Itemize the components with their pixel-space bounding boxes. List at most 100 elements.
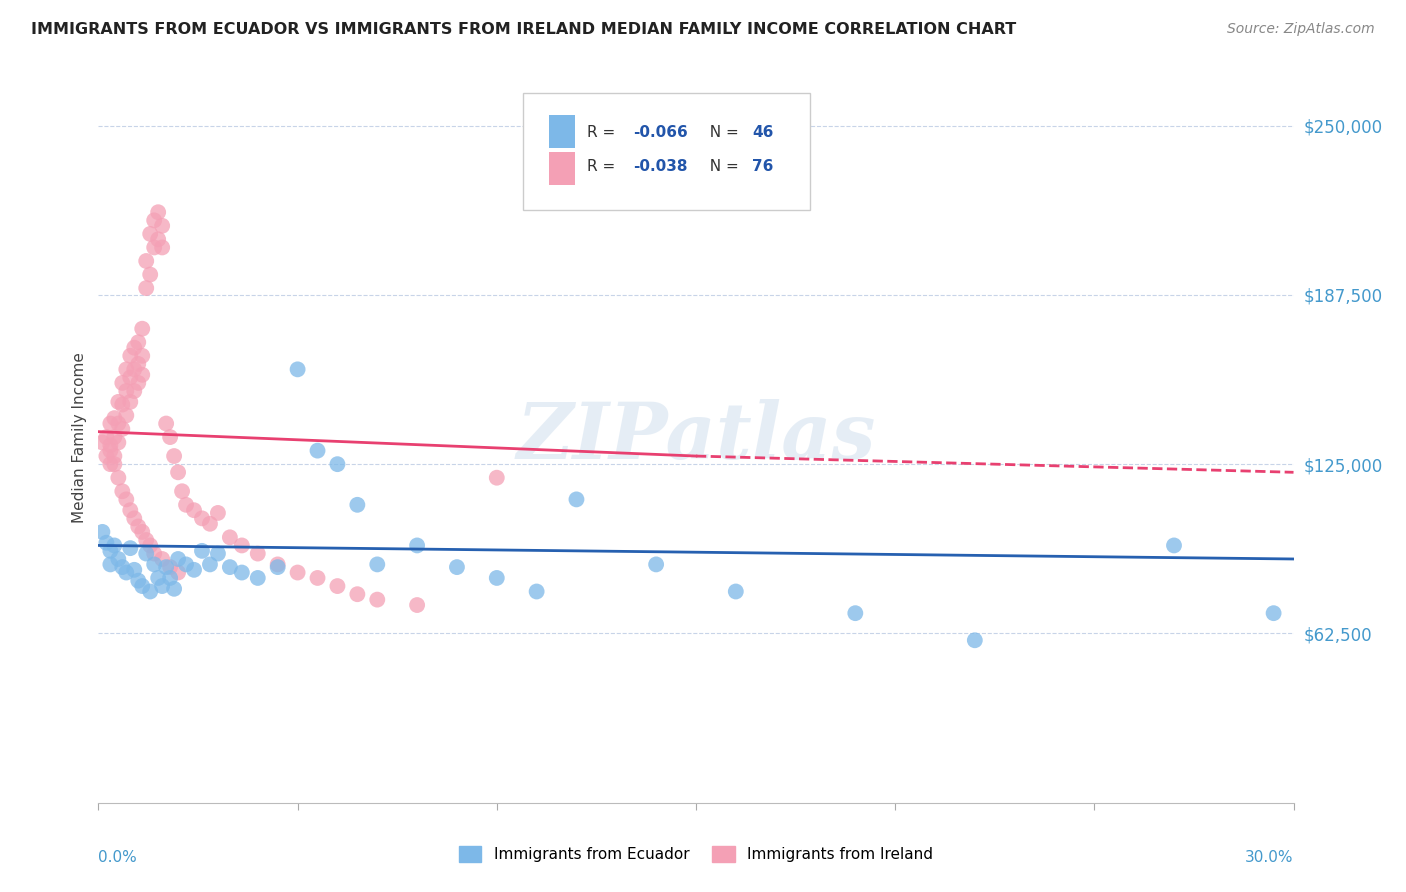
Point (167, 465, 190, 479)
Point (163, 582, 186, 596)
Point (159, 560, 181, 574)
Point (1163, 538, 1185, 552)
Point (246, 571, 269, 585)
Point (346, 587, 368, 601)
Point (127, 574, 149, 588)
Point (91, 435, 114, 450)
Point (135, 281, 157, 295)
Text: R =: R = (588, 159, 620, 174)
Point (326, 579, 349, 593)
Point (131, 322, 153, 336)
Point (148, 571, 170, 585)
Point (219, 560, 242, 574)
Point (107, 395, 129, 409)
Point (107, 552, 129, 566)
Text: 0.0%: 0.0% (98, 850, 138, 865)
Text: -0.038: -0.038 (633, 159, 688, 174)
Point (139, 268, 162, 282)
Point (267, 560, 290, 574)
Point (103, 411, 125, 425)
Point (103, 538, 125, 552)
Point (98, 443, 122, 458)
Point (124, 341, 146, 355)
Point (127, 519, 149, 533)
Point (139, 538, 162, 552)
Point (346, 498, 368, 512)
Point (120, 395, 142, 409)
Point (307, 571, 329, 585)
Point (167, 566, 190, 580)
Point (120, 370, 142, 384)
Point (135, 533, 157, 547)
Point (115, 384, 138, 398)
Point (98, 544, 122, 558)
Point (120, 541, 142, 556)
Y-axis label: Median Family Income: Median Family Income (72, 351, 87, 523)
Point (724, 584, 747, 599)
Point (406, 598, 429, 612)
Point (115, 566, 138, 580)
Point (127, 376, 149, 390)
Point (207, 506, 229, 520)
Point (287, 362, 309, 376)
Point (198, 516, 221, 531)
Text: 76: 76 (752, 159, 773, 174)
Point (91, 524, 114, 539)
Point (115, 362, 138, 376)
Point (107, 435, 129, 450)
Point (446, 560, 468, 574)
Point (107, 417, 129, 431)
Point (174, 498, 197, 512)
Point (231, 566, 253, 580)
Point (307, 443, 329, 458)
Legend: Immigrants from Ecuador, Immigrants from Ireland: Immigrants from Ecuador, Immigrants from… (453, 840, 939, 868)
Point (246, 547, 269, 561)
Point (191, 511, 214, 525)
Point (231, 538, 253, 552)
Point (124, 384, 146, 398)
Point (124, 511, 146, 525)
Point (96, 449, 118, 463)
Point (172, 484, 194, 499)
Point (183, 563, 205, 577)
Point (150, 579, 173, 593)
Point (844, 606, 866, 620)
Point (131, 368, 153, 382)
Text: R =: R = (588, 125, 620, 139)
Point (287, 566, 309, 580)
Point (131, 349, 153, 363)
Point (191, 544, 214, 558)
Point (131, 579, 153, 593)
Text: IMMIGRANTS FROM ECUADOR VS IMMIGRANTS FROM IRELAND MEDIAN FAMILY INCOME CORRELAT: IMMIGRANTS FROM ECUADOR VS IMMIGRANTS FR… (31, 22, 1017, 37)
Point (103, 457, 125, 471)
Point (485, 571, 508, 585)
Point (150, 240, 173, 254)
Point (115, 492, 138, 507)
Text: 46: 46 (752, 125, 773, 139)
Bar (548, 152, 575, 185)
Point (103, 449, 125, 463)
Point (96, 430, 118, 444)
Point (366, 592, 388, 607)
Point (207, 547, 229, 561)
Text: N =: N = (700, 125, 744, 139)
Text: 30.0%: 30.0% (1246, 850, 1294, 865)
Point (135, 547, 157, 561)
Point (124, 563, 146, 577)
Point (120, 349, 142, 363)
Bar (548, 115, 575, 148)
Point (198, 558, 221, 572)
Point (96, 535, 118, 549)
Text: Source: ZipAtlas.com: Source: ZipAtlas.com (1227, 22, 1375, 37)
Point (107, 471, 129, 485)
Text: N =: N = (700, 159, 744, 174)
Point (219, 530, 242, 544)
Point (155, 417, 177, 431)
Point (135, 254, 157, 268)
Point (98, 457, 122, 471)
Point (98, 417, 122, 431)
Point (148, 205, 170, 219)
Point (111, 422, 134, 436)
Point (526, 584, 548, 599)
Point (645, 558, 668, 572)
